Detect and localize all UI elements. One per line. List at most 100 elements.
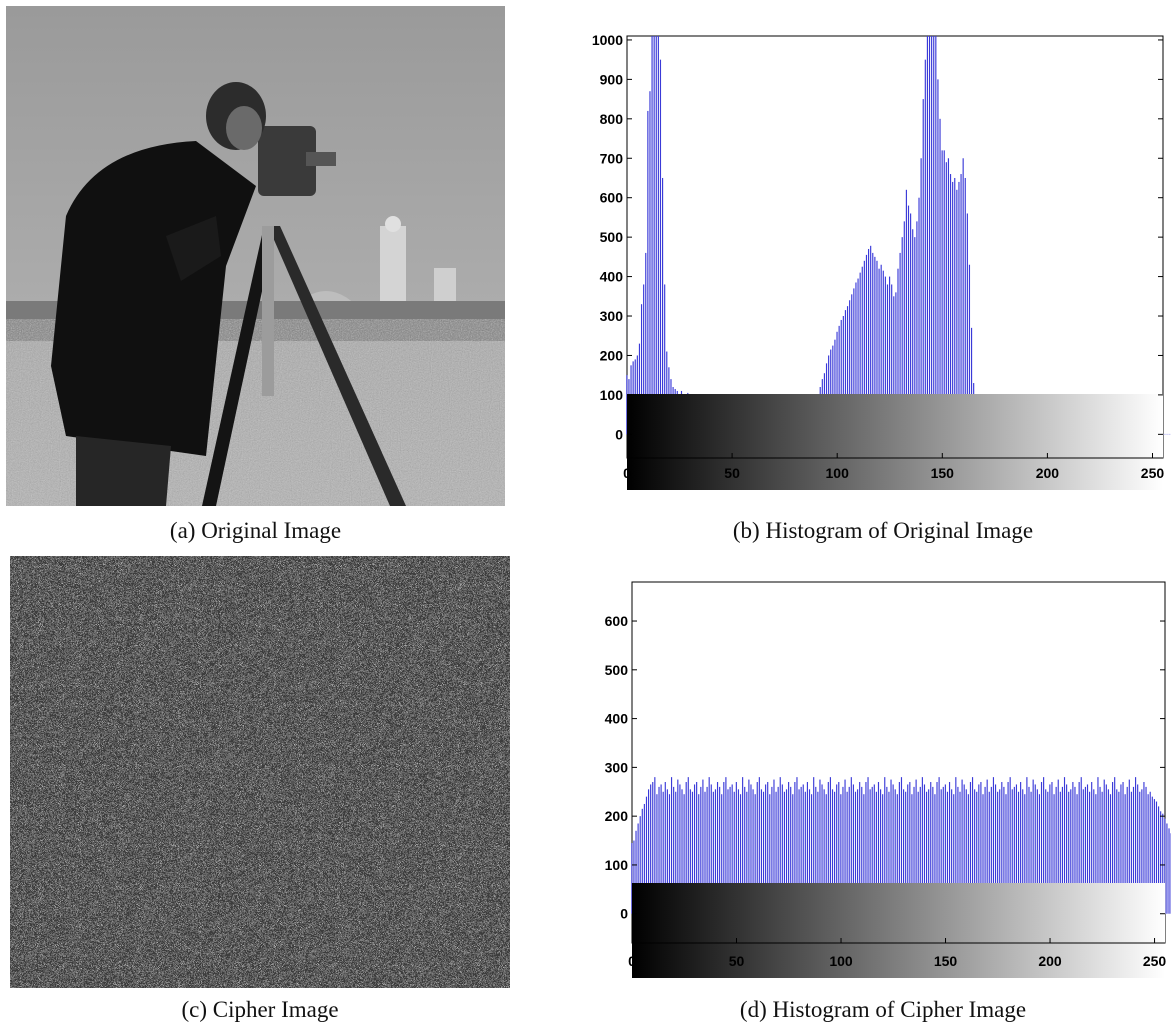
histogram-bar: [932, 786, 934, 914]
histogram-bar: [1074, 786, 1076, 914]
histogram-bar: [1151, 796, 1153, 914]
histogram-bar: [655, 36, 657, 435]
y-tick-label: 500: [605, 662, 629, 678]
histogram-bar: [643, 284, 645, 435]
histogram-bar: [1061, 786, 1063, 914]
histogram-bar: [1089, 791, 1091, 914]
histogram-bar: [640, 304, 643, 435]
histogram-bar: [1076, 794, 1078, 914]
histogram-bar: [1068, 791, 1070, 914]
histogram-bar: [903, 221, 905, 435]
histogram-bar: [647, 789, 650, 914]
histogram-bar: [848, 786, 850, 914]
histogram-bar: [1028, 786, 1030, 914]
histogram-bar: [767, 782, 769, 914]
histogram-cipher-chart: 0 100 200 300 400 500 600 0 50 100 150 200 250: [605, 581, 1171, 978]
histogram-bar: [1036, 789, 1038, 914]
histogram-bar: [863, 260, 865, 435]
x-tick-label: 250: [1143, 953, 1167, 969]
histogram-bar: [825, 794, 827, 914]
histogram-bar: [662, 177, 664, 435]
histogram-bar: [836, 331, 838, 435]
caption-b: (b) Histogram of Original Image: [732, 518, 1034, 543]
histogram-bar: [957, 786, 959, 914]
x-tick-label: 0: [628, 953, 636, 969]
histogram-bar: [1109, 794, 1112, 914]
y-tick-label: 400: [605, 711, 629, 727]
histogram-bar: [965, 789, 967, 914]
histogram-bar: [971, 777, 974, 914]
histogram-bar: [652, 782, 654, 914]
histogram-bar: [867, 777, 869, 914]
histogram-bar: [1147, 794, 1149, 914]
histogram-bar: [811, 794, 813, 914]
histogram-bar: [827, 782, 829, 914]
histogram-bar: [924, 59, 926, 435]
histogram-bar: [1130, 791, 1132, 914]
histogram-bar: [731, 784, 733, 914]
histogram-bar: [647, 110, 649, 435]
histogram-bar: [1001, 782, 1003, 914]
histogram-bar: [905, 791, 907, 914]
histogram-bar: [1116, 789, 1118, 914]
histogram-bar: [894, 789, 896, 914]
histogram-bar: [1040, 782, 1043, 914]
histogram-bar: [886, 284, 889, 435]
histogram-bar: [641, 808, 643, 914]
y-tick-label: 900: [600, 71, 624, 87]
histogram-bar: [1122, 782, 1124, 914]
histogram-bar: [907, 784, 909, 914]
histogram-bar: [877, 782, 880, 914]
histogram-bar: [915, 779, 917, 914]
histogram-bar: [1043, 777, 1045, 914]
histogram-bar: [633, 840, 635, 914]
histogram-bar: [1118, 791, 1120, 914]
histogram-bar: [874, 256, 876, 435]
histogram-bar: [900, 777, 903, 914]
y-tick-label: 1000: [592, 32, 623, 48]
histogram-bar: [1066, 784, 1068, 914]
histogram-bar: [650, 784, 652, 914]
histogram-bar: [857, 789, 859, 914]
histogram-bar: [925, 791, 928, 914]
histogram-bar: [1155, 801, 1158, 914]
histogram-bar: [901, 237, 903, 435]
histogram-bar: [657, 36, 659, 435]
histogram-bar: [986, 779, 988, 914]
histogram-bar: [727, 789, 729, 914]
histogram-bar: [952, 181, 954, 435]
histogram-bar: [859, 782, 861, 914]
histogram-bar: [1124, 794, 1126, 914]
histogram-bar: [735, 782, 737, 914]
histogram-bar: [790, 786, 792, 914]
histogram-bar: [702, 779, 704, 914]
histogram-bar: [1099, 786, 1101, 914]
histogram-bar: [1051, 782, 1053, 914]
histogram-bar: [1005, 794, 1007, 914]
original-image: [6, 6, 505, 506]
histogram-bar: [696, 782, 698, 914]
histogram-bar: [861, 786, 863, 914]
histogram-bar: [1055, 786, 1057, 914]
y-tick-label: 700: [600, 150, 624, 166]
histogram-bar: [891, 284, 893, 435]
histogram-bar: [1080, 777, 1082, 914]
histogram-bar: [912, 229, 914, 435]
histogram-bar: [939, 118, 941, 435]
histogram-bar: [853, 288, 855, 435]
histogram-bar: [1034, 784, 1036, 914]
histogram-bar: [1141, 789, 1143, 914]
histogram-bar: [760, 789, 763, 914]
histogram-bar: [1072, 782, 1074, 914]
histogram-bar: [1032, 779, 1034, 914]
histogram-bar: [802, 784, 804, 914]
histogram-bar: [1086, 784, 1089, 914]
y-tick-label: 0: [615, 426, 623, 442]
histogram-bar: [951, 789, 953, 914]
histogram-bar: [958, 181, 960, 435]
histogram-bar: [880, 264, 882, 435]
histogram-bar: [855, 282, 857, 435]
histogram-bar: [1137, 784, 1139, 914]
histogram-bar: [831, 789, 834, 914]
histogram-bar: [765, 784, 767, 914]
